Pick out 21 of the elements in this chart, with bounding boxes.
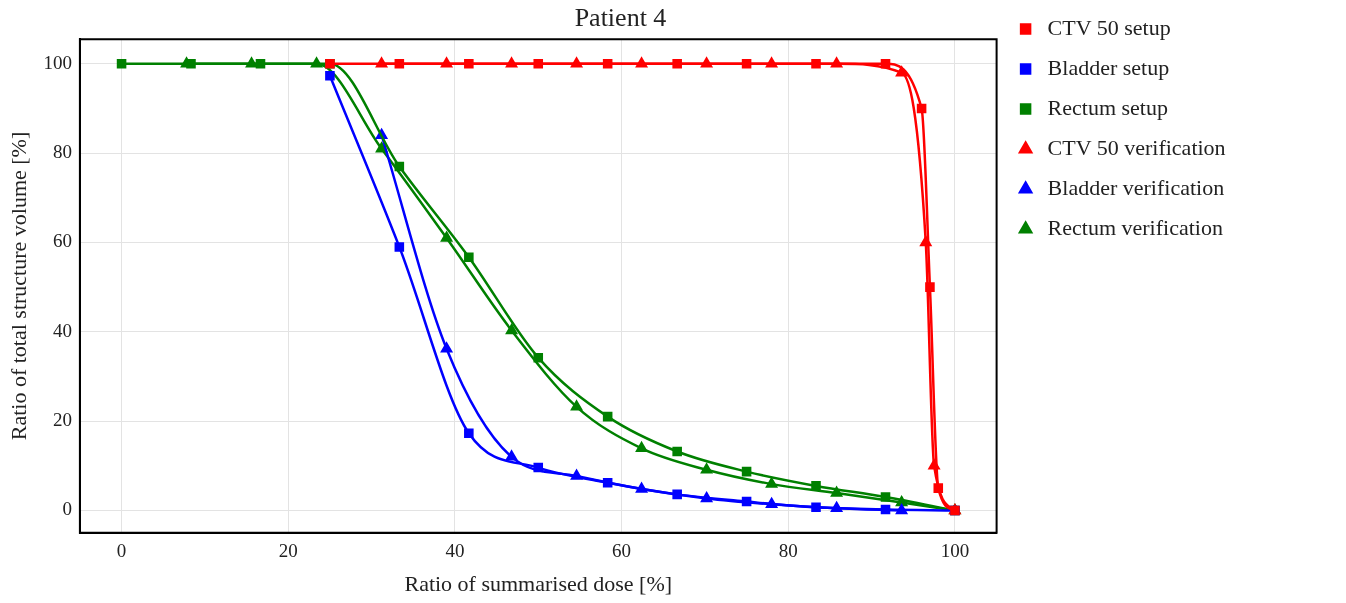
- y-tick-label: 80: [52, 141, 72, 163]
- x-tick-label: 60: [612, 540, 632, 562]
- y-axis-title: Ratio of total structure volume [%]: [5, 131, 31, 441]
- x-tick-label: 0: [116, 540, 127, 562]
- x-axis-title: Ratio of summarised dose [%]: [404, 570, 673, 596]
- y-tick-label: 100: [43, 51, 72, 73]
- x-tick-label: 80: [778, 540, 798, 562]
- y-tick-label: 60: [52, 230, 72, 252]
- y-tick-label: 20: [52, 409, 72, 431]
- legend-label: Rectum verification: [1047, 214, 1223, 240]
- x-tick-label: 20: [278, 540, 298, 562]
- legend-label: Bladder verification: [1047, 174, 1225, 200]
- legend-label: Bladder setup: [1047, 54, 1170, 80]
- y-tick-label: 40: [52, 319, 72, 341]
- legend-label: Rectum setup: [1047, 94, 1168, 120]
- x-tick-label: 100: [940, 540, 970, 562]
- y-tick-label: 0: [62, 498, 72, 520]
- legend-label: CTV 50 verification: [1047, 134, 1226, 160]
- x-tick-label: 40: [445, 540, 465, 562]
- chart-title: Patient 4: [574, 3, 667, 33]
- legend-label: CTV 50 setup: [1047, 14, 1171, 40]
